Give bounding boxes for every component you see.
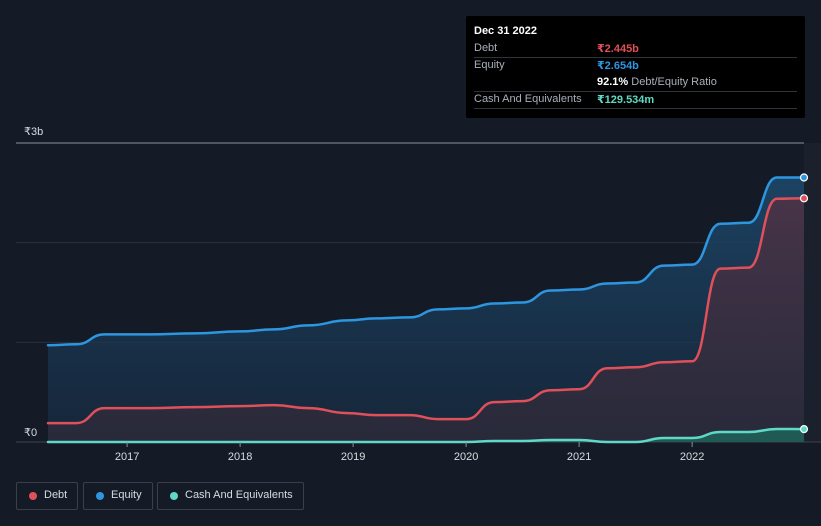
tooltip-row-cash: Cash And Equivalents ₹129.534m — [474, 91, 797, 109]
tooltip-row-equity: Equity ₹2.654b — [474, 57, 797, 74]
x-tick-label: 2021 — [567, 451, 591, 463]
legend-label-equity: Equity — [111, 489, 142, 501]
legend-label-cash: Cash And Equivalents — [185, 489, 293, 501]
equity-endpoint — [799, 173, 809, 182]
tooltip-cash-label: Cash And Equivalents — [474, 93, 582, 105]
x-tick-label: 2019 — [341, 451, 365, 463]
cash-and-equivalents-area — [48, 429, 804, 442]
debt-legend-marker — [29, 492, 37, 500]
legend-item-cash[interactable]: Cash And Equivalents — [157, 482, 304, 510]
series-endpoints — [799, 173, 809, 434]
tooltip-ratio: 92.1% Debt/Equity Ratio — [597, 76, 717, 88]
cash-and-equivalents-line — [46, 427, 806, 444]
legend-label-debt: Debt — [44, 489, 68, 501]
x-tick-label: 2020 — [454, 451, 478, 463]
tooltip-ratio-label: Debt/Equity Ratio — [631, 76, 717, 88]
debt-area — [48, 198, 804, 442]
tooltip-debt-label: Debt — [474, 42, 498, 54]
y-tick-label-max: ₹3b — [24, 126, 44, 138]
tooltip-date: Dec 31 2022 — [474, 25, 537, 37]
x-axis-ticks: 2017 2018 2019 2020 2021 2022 — [115, 442, 704, 463]
cash-legend-marker — [170, 492, 178, 500]
tooltip-row-debt: Debt ₹2.445b — [474, 40, 797, 58]
tooltip-equity-label: Equity — [474, 59, 505, 71]
tooltip: Dec 31 2022 Debt ₹2.445b Equity ₹2.654b … — [466, 16, 805, 118]
cash-and-equivalents-endpoint — [799, 424, 809, 434]
tooltip-equity-value: ₹2.654b — [597, 60, 639, 72]
tooltip-row-ratio: 92.1% Debt/Equity Ratio — [474, 74, 797, 92]
equity-line — [46, 176, 806, 347]
tooltip-ratio-value: 92.1% — [597, 76, 629, 88]
equity-legend-marker — [96, 492, 104, 500]
x-tick-label: 2018 — [228, 451, 252, 463]
debt-endpoint — [799, 194, 809, 203]
x-tick-label: 2017 — [115, 451, 139, 463]
x-tick-label: 2022 — [680, 451, 704, 463]
legend-item-equity[interactable]: Equity — [83, 482, 153, 510]
tooltip-debt-value: ₹2.445b — [597, 43, 639, 55]
debt-line — [46, 197, 806, 425]
series-areas — [48, 177, 804, 442]
y-tick-label-zero: ₹0 — [24, 427, 38, 439]
legend-item-debt[interactable]: Debt — [16, 482, 78, 510]
series-lines — [46, 176, 806, 444]
future-shade — [804, 143, 821, 442]
tooltip-cash-value: ₹129.534m — [597, 94, 655, 106]
